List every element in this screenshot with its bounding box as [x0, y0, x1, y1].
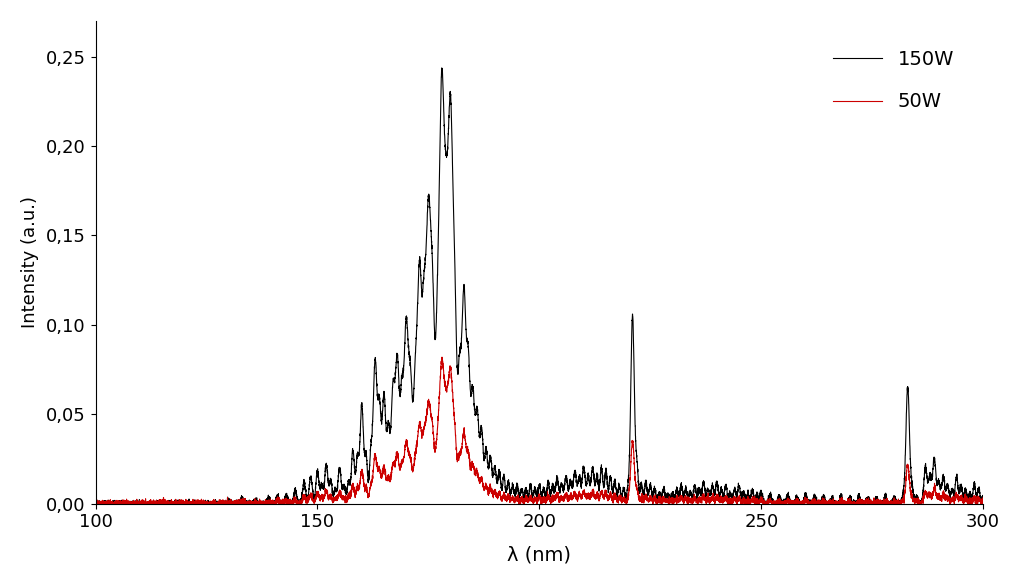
150W [930, 477, 942, 484]
150W [524, 484, 536, 491]
Y-axis label: Intensity (a.u.): Intensity (a.u.) [20, 196, 39, 328]
50W [977, 500, 989, 507]
Legend: 150W, 50W: 150W, 50W [814, 30, 973, 131]
X-axis label: λ (nm): λ (nm) [507, 545, 572, 564]
50W [436, 353, 448, 360]
150W [977, 493, 989, 500]
50W [524, 495, 536, 503]
50W [90, 500, 102, 507]
150W [90, 500, 102, 507]
50W [263, 500, 276, 507]
150W [94, 500, 106, 507]
50W [143, 500, 155, 507]
50W [94, 500, 106, 507]
Line: 150W: 150W [96, 68, 983, 504]
50W [930, 492, 942, 499]
150W [90, 497, 102, 504]
150W [143, 500, 155, 507]
50W [90, 499, 102, 506]
150W [127, 499, 139, 506]
Line: 50W: 50W [96, 357, 983, 504]
150W [436, 64, 448, 71]
150W [263, 494, 276, 501]
50W [127, 499, 139, 506]
